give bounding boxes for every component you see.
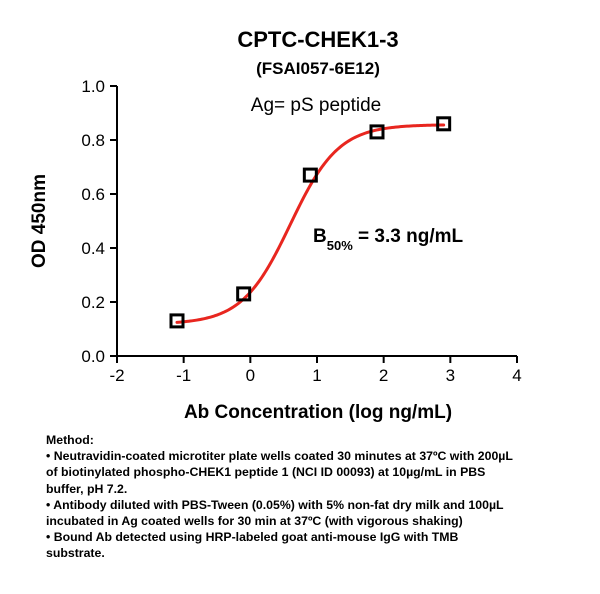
method-line: • Neutravidin-coated microtiter plate we… [46,449,513,464]
method-line: • Bound Ab detected using HRP-labeled go… [46,530,459,545]
x-tick-label: -1 [176,366,191,385]
y-axis-label: OD 450nm [29,174,50,268]
x-tick-label: 1 [312,366,321,385]
y-tick-label: 0.4 [81,239,105,258]
chart: CPTC-CHEK1-3 (FSAI057-6E12) -2 -1 0 1 2 3 4 0.0… [29,27,522,423]
b50-annotation: B50% = 3.3 ng/mL [313,226,463,253]
y-tick-label: 0.0 [81,347,105,366]
antigen-annotation: Ag= pS peptide [251,95,381,116]
y-tick-label: 0.2 [81,293,105,312]
method-line: incubated in Ag coated wells for 30 min … [46,514,463,529]
y-tick-label: 0.6 [81,185,105,204]
chart-subtitle: (FSAI057-6E12) [256,59,380,78]
method-notes: Method: • Neutravidin-coated microtiter … [46,432,586,562]
method-heading: Method: [46,433,94,447]
data-point [169,313,185,329]
method-line: buffer, pH 7.2. [46,481,128,496]
method-line: • Antibody diluted with PBS-Tween (0.05%… [46,497,504,512]
tick-labels: -2 -1 0 1 2 3 4 0.0 0.2 0.4 0.6 0.8 1.0 [81,77,521,385]
x-tick-label: 2 [379,366,388,385]
data-point [436,116,452,132]
fit-curve [175,123,446,324]
method-line: substrate. [46,546,105,561]
x-tick-label: 0 [246,366,255,385]
x-axis-label: Ab Concentration (log ng/mL) [184,402,452,423]
x-tick-label: -2 [109,366,124,385]
b50-main: B [313,226,327,247]
b50-value: = 3.3 ng/mL [353,226,464,247]
chart-title: CPTC-CHEK1-3 [237,27,398,52]
y-tick-label: 0.8 [81,131,105,150]
y-tick-label: 1.0 [81,77,105,96]
method-line: of biotinylated phospho-CHEK1 peptide 1 … [46,465,486,480]
data-point [302,167,318,183]
data-point [236,286,252,302]
b50-subscript: 50% [327,238,353,253]
data-points [169,116,452,329]
x-tick-label: 3 [446,366,455,385]
x-tick-label: 4 [512,366,521,385]
axes [110,85,518,363]
data-point [369,124,385,140]
